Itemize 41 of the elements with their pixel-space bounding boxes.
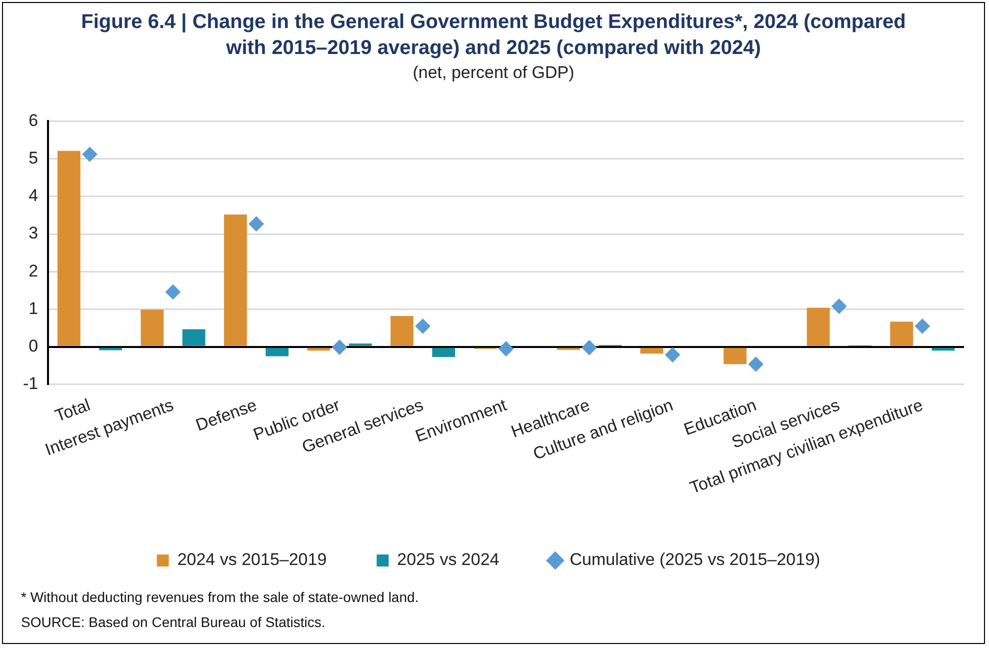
y-tick-label: 1 (28, 298, 38, 318)
bar (932, 348, 955, 351)
point (332, 340, 348, 355)
y-tick-label: 0 (28, 336, 38, 356)
point (415, 318, 430, 334)
bar (890, 322, 913, 346)
legend-label: 2025 vs 2024 (397, 550, 500, 570)
y-tick-label: -1 (22, 374, 38, 394)
bar (57, 150, 80, 346)
bar (724, 348, 746, 364)
bar (266, 348, 289, 356)
legend-label: Cumulative (2025 vs 2015–2019) (570, 550, 820, 570)
point (748, 356, 764, 372)
point (914, 318, 930, 334)
bar (640, 348, 664, 354)
source-note: SOURCE: Based on Central Bureau of Statistics. (21, 613, 326, 632)
bar (140, 310, 164, 346)
point (498, 341, 514, 356)
point (166, 284, 181, 300)
point (248, 216, 264, 232)
y-tick-label: 6 (28, 110, 38, 130)
y-tick-label: 3 (28, 224, 38, 243)
chart-title: Figure 6.4 | Change in the General Government Budget Expenditures*, 2024 (compared with 2015–2019 average) and 2025 (compared with 2024) (80, 10, 907, 61)
bar (432, 348, 456, 358)
x-tick-label: Total (52, 395, 93, 426)
legend-label: 2024 vs 2015–2019 (177, 550, 327, 570)
y-tick-label: 4 (28, 186, 38, 206)
chart-subtitle: (net, percent of GDP) (412, 63, 576, 83)
y-tick-label: 2 (28, 261, 38, 280)
bar (99, 348, 122, 350)
bar (390, 316, 414, 346)
bar (224, 214, 247, 346)
point (82, 146, 98, 162)
bar (348, 343, 372, 346)
bar (806, 308, 830, 346)
text: * Without deducting revenues from the sale of state-owned land. (21, 588, 419, 607)
y-tick-label: 5 (28, 148, 38, 168)
point (582, 340, 597, 356)
point (665, 347, 680, 362)
point (832, 298, 847, 314)
bar (182, 329, 206, 346)
